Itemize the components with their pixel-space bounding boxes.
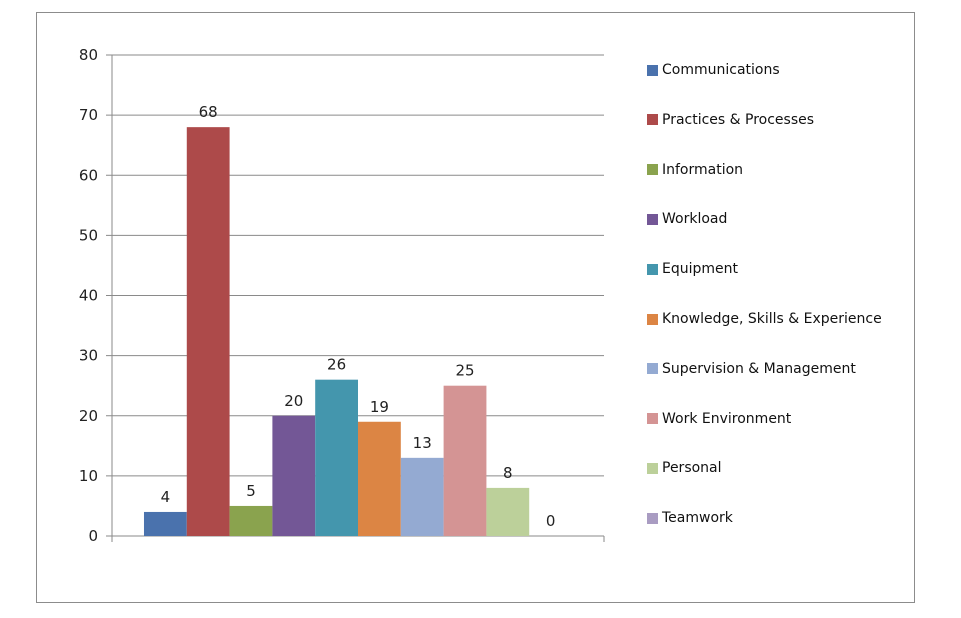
y-tick-label: 10 (79, 467, 98, 485)
legend-label: Information (662, 161, 744, 178)
legend-label: Work Environment (662, 410, 792, 427)
legend-label: Personal (662, 460, 722, 477)
legend-swatch (647, 313, 658, 325)
bar-4 (272, 415, 316, 536)
bar-3 (229, 505, 273, 536)
legend-label: Knowledge, Skills & Experience (662, 311, 882, 327)
legend-item: Practices & Processes (647, 110, 814, 130)
legend-item: Knowledge, Skills & Experience (647, 309, 882, 329)
legend-item: Communications (647, 60, 780, 80)
data-label: 8 (503, 464, 513, 482)
legend-swatch (647, 512, 658, 524)
legend-swatch (647, 413, 658, 425)
legend-label: Equipment (662, 261, 738, 278)
legend-label: Practices & Processes (662, 111, 815, 128)
legend-swatch (647, 213, 658, 225)
y-tick-label: 80 (79, 46, 98, 64)
data-label: 25 (455, 362, 474, 380)
data-label: 5 (246, 482, 256, 500)
y-tick-label: 60 (79, 166, 98, 184)
legend-item: Work Environment (647, 409, 791, 429)
data-label: 68 (199, 103, 218, 121)
bar-5 (315, 379, 358, 536)
y-tick-label: 50 (79, 226, 98, 244)
data-label: 13 (413, 434, 432, 452)
legend-swatch (647, 114, 658, 126)
y-tick-label: 40 (79, 287, 98, 305)
data-label: 20 (284, 392, 303, 410)
legend-item: Workload (647, 209, 727, 229)
data-label: 4 (161, 488, 171, 506)
legend-swatch (647, 263, 658, 275)
legend-label: Workload (662, 211, 728, 228)
legend-item: Equipment (647, 259, 738, 279)
data-label: 0 (546, 512, 556, 530)
bar-9 (486, 487, 530, 536)
legend-label: Teamwork (662, 510, 733, 527)
y-tick-label: 20 (79, 407, 98, 425)
y-tick-label: 0 (88, 527, 98, 545)
legend-swatch (647, 363, 658, 375)
data-label: 26 (327, 356, 346, 374)
legend-swatch (647, 164, 658, 176)
legend-item: Personal (647, 458, 722, 478)
legend-label: Supervision & Management (662, 360, 856, 377)
bar-7 (400, 457, 444, 536)
legend-item: Teamwork (647, 508, 733, 528)
bar-2 (186, 127, 230, 537)
bar-6 (358, 421, 401, 536)
legend-label: Communications (662, 62, 780, 78)
legend-item: Supervision & Management (647, 359, 856, 379)
y-tick-label: 30 (79, 347, 98, 365)
legend-swatch (647, 462, 658, 474)
data-label: 19 (370, 398, 389, 416)
legend-item: Information (647, 160, 743, 180)
bar-8 (443, 385, 487, 536)
legend-swatch (647, 64, 658, 76)
y-tick-label: 70 (79, 106, 98, 124)
bar-1 (143, 511, 187, 536)
